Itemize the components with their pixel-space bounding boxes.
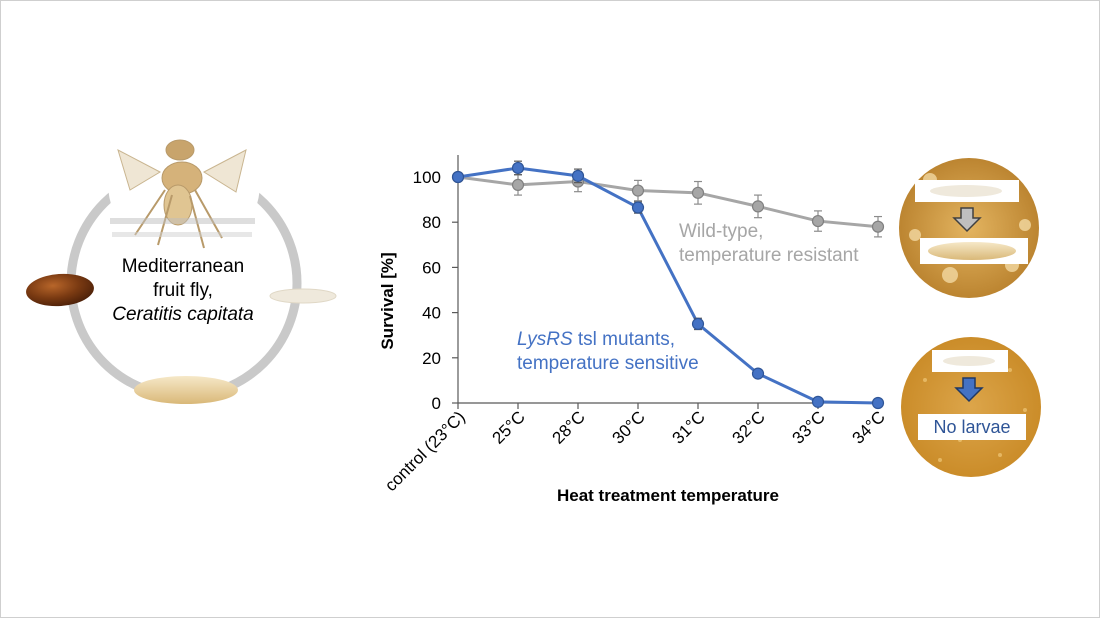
data-point [631,201,645,214]
y-tick-label: 100 [413,168,441,187]
data-point [571,169,585,182]
arrow-down-blue-icon [954,377,984,403]
mutant-annotation: LysRS tsl mutants, temperature sensitive [517,328,699,376]
wildtype-line2: temperature resistant [679,245,859,266]
x-tick-label: 25°C [489,407,529,447]
adult-fly-illustration [110,139,255,249]
data-point [511,178,525,192]
mutant-gene-name: LysRS [517,329,573,350]
x-tick-label: 31°C [669,407,709,447]
data-point [631,184,645,197]
data-point [451,170,465,184]
data-point [691,317,705,330]
series-wildtype [451,170,885,238]
lifecycle-line2: fruit fly, [153,280,213,301]
mutant-line1: LysRS tsl mutants, [517,328,699,352]
x-tick-label: 28°C [549,407,589,447]
y-tick-label: 20 [422,349,441,368]
data-point [871,220,885,233]
data-point [811,395,825,408]
mutant-line1-rest: tsl mutants, [572,329,676,350]
y-tick-label: 80 [422,213,441,232]
larva-image [134,376,238,404]
wildtype-line1: Wild-type, [679,221,764,242]
y-ticks: 0 20 40 60 80 100 [413,168,458,413]
puparium-image [26,273,94,307]
photo-wildtype [899,158,1039,298]
y-tick-label: 60 [422,258,441,277]
y-tick-label: 40 [422,304,441,323]
series-line [457,175,879,229]
series-lines [451,160,885,410]
lifecycle-diagram [26,107,337,404]
data-point [811,214,825,228]
lifecycle-label: Mediterranean fruit fly, Ceratitis capit… [88,255,278,327]
data-point [511,161,525,175]
x-ticks: control (23°C) 25°C 28°C 30°C 31°C 32°C 33°C 34… [381,403,889,495]
x-tick-label: 34°C [849,407,889,447]
species-name: Ceratitis capitata [112,304,254,325]
data-point [871,396,885,410]
x-tick-label: 30°C [609,407,649,447]
series-mutant [451,160,885,410]
x-tick-label: 33°C [789,407,829,447]
y-tick-label: 0 [432,394,441,413]
lifecycle-line1: Mediterranean [121,256,245,277]
data-point [751,200,765,213]
data-point [691,186,705,199]
y-axis-title: Survival [%] [378,252,397,350]
series-line [457,166,879,405]
wildtype-annotation: Wild-type, temperature resistant [679,220,859,268]
mutant-line2: temperature sensitive [517,353,699,374]
x-tick-label: 32°C [729,407,769,447]
x-axis-title: Heat treatment temperature [556,486,779,505]
data-point [751,367,765,380]
survival-chart: 0 20 40 60 80 100 control (23°C) 25°C 28°C 30°C 3… [381,155,889,495]
no-larvae-label: No larvae [918,414,1026,440]
photo-mutant [901,337,1041,477]
arrow-down-gray-icon [952,207,982,233]
egg-image [269,288,337,304]
x-tick-label: control (23°C) [381,407,469,495]
